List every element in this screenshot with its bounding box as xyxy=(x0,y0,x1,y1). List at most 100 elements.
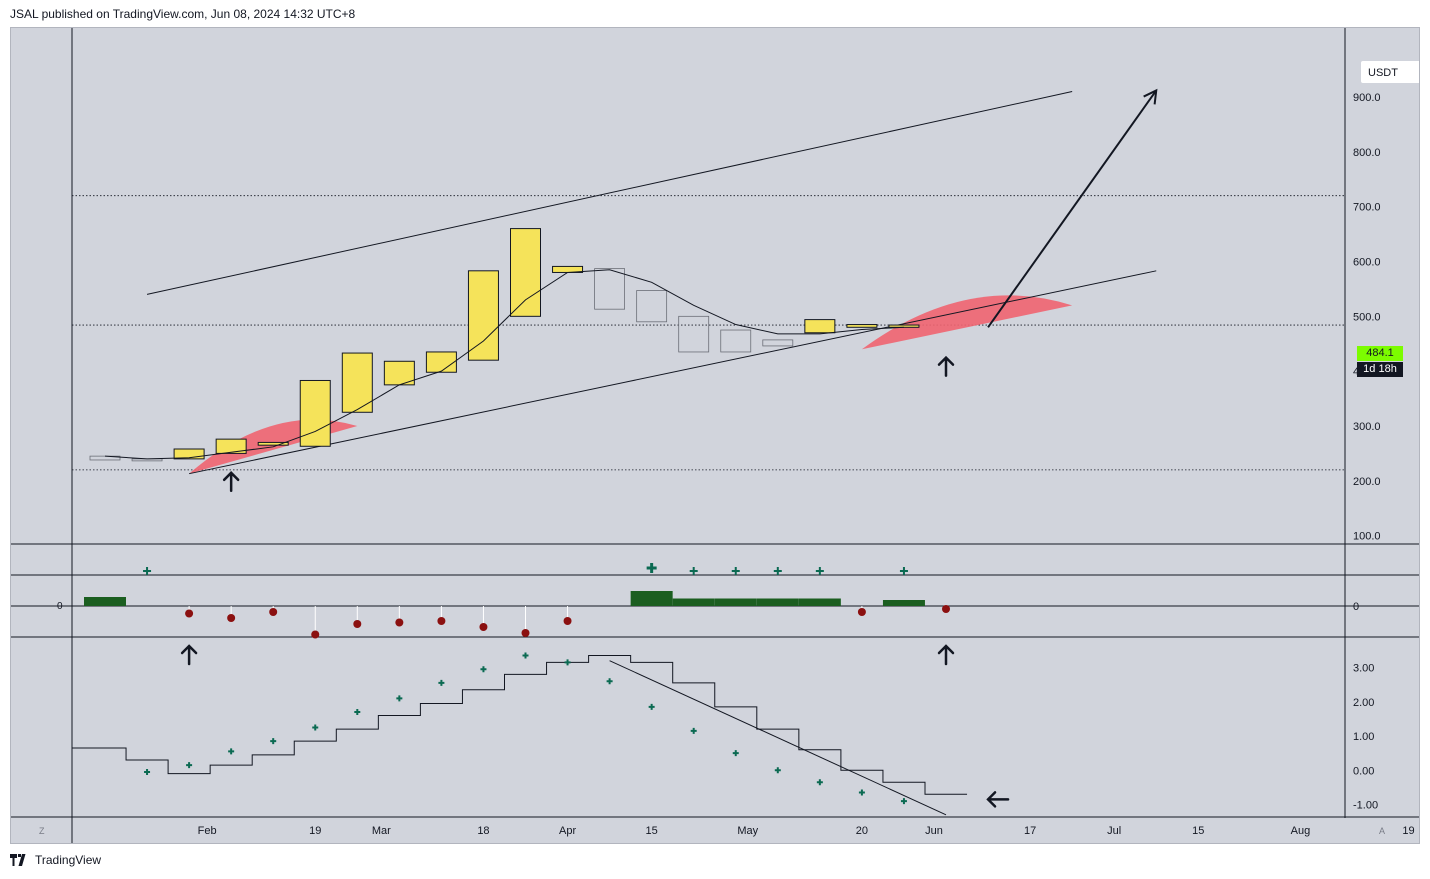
osc-red-dot xyxy=(521,629,530,637)
osc-red-dot xyxy=(437,617,446,625)
time-axis-label: Aug xyxy=(1291,825,1311,837)
price-tick-label: 600.0 xyxy=(1353,256,1381,268)
auto-scale-button[interactable]: A xyxy=(1379,826,1386,836)
candle-up xyxy=(888,324,920,328)
osc-histogram-bar xyxy=(882,600,925,606)
step-plus-marker xyxy=(270,738,277,745)
step-plus-marker xyxy=(480,666,487,673)
tradingview-logo-icon xyxy=(10,854,26,866)
price-tick-label: 800.0 xyxy=(1353,147,1381,159)
time-axis-label: 19 xyxy=(1402,825,1414,837)
osc-plus-marker xyxy=(646,563,657,573)
step-tick-label: 3.00 xyxy=(1353,663,1374,675)
projection-arrow-head xyxy=(1143,88,1158,105)
chart-frame[interactable]: 900.0800.0700.0600.0500.0400.0300.0200.0… xyxy=(10,27,1420,844)
time-axis-label: Apr xyxy=(559,825,576,837)
osc-left-label: 0 xyxy=(57,601,63,612)
time-axis-label: Feb xyxy=(198,825,217,837)
currency-selector[interactable]: USDT xyxy=(1360,60,1419,84)
price-tick-label: 300.0 xyxy=(1353,421,1381,433)
step-plus-marker xyxy=(690,727,697,734)
step-plus-marker xyxy=(648,703,655,710)
osc-red-dot xyxy=(395,618,404,627)
candle-down xyxy=(594,268,625,310)
tradingview-logo[interactable]: TradingView xyxy=(10,853,101,867)
scale-z-button[interactable]: Z xyxy=(39,826,45,836)
step-plus-marker xyxy=(858,789,865,796)
chart-canvas[interactable]: 900.0800.0700.0600.0500.0400.0300.0200.0… xyxy=(11,28,1419,843)
channel-lower xyxy=(188,270,1157,475)
price-tick-label: 200.0 xyxy=(1353,476,1381,488)
step-plus-marker xyxy=(228,748,235,755)
osc-red-dot xyxy=(942,605,950,613)
step-plus-marker xyxy=(522,652,529,659)
time-axis-label: Jun xyxy=(925,825,943,837)
price-tick-label: 500.0 xyxy=(1353,311,1381,323)
up-arrow-price-0 xyxy=(222,471,240,493)
osc-tick-label: 0 xyxy=(1353,601,1359,613)
step-plus-marker xyxy=(816,779,823,786)
step-plus-marker xyxy=(144,768,151,775)
price-tick-label: 700.0 xyxy=(1353,202,1381,214)
candle-up xyxy=(257,441,289,446)
osc-red-dot xyxy=(185,609,194,618)
candle-down xyxy=(678,315,710,353)
osc-red-dot xyxy=(311,630,320,639)
osc-red-dot xyxy=(479,623,488,631)
time-axis-label: 15 xyxy=(1192,825,1204,837)
osc-red-dot xyxy=(227,614,236,622)
step-line xyxy=(72,655,968,795)
last-price-label: 484.1 xyxy=(1357,346,1403,361)
osc-red-dot xyxy=(857,608,866,616)
candle-up xyxy=(425,351,457,373)
osc-plus-marker xyxy=(899,567,908,575)
step-tick-label: 1.00 xyxy=(1353,731,1374,743)
step-plus-marker xyxy=(564,659,571,666)
step-plus-marker xyxy=(312,724,319,731)
step-plus-marker xyxy=(732,750,739,757)
price-tick-label: 100.0 xyxy=(1353,531,1381,543)
osc-red-dot xyxy=(353,620,362,628)
candle-down xyxy=(762,339,794,347)
candle-down xyxy=(636,290,668,323)
candle-up xyxy=(804,319,836,334)
osc-plus-marker xyxy=(773,567,782,575)
time-axis-label: Jul xyxy=(1107,825,1121,837)
step-plus-marker xyxy=(438,679,445,686)
candle-up xyxy=(846,324,878,328)
osc-histogram-bar xyxy=(714,598,757,606)
candle-up xyxy=(215,438,247,454)
channel-upper xyxy=(146,91,1073,295)
projection-arrow xyxy=(987,89,1158,328)
candle-up xyxy=(510,228,541,317)
time-axis-label: 19 xyxy=(309,825,321,837)
osc-plus-marker xyxy=(731,567,740,575)
osc-plus-marker xyxy=(143,567,152,575)
osc-plus-marker xyxy=(815,567,824,575)
candle-up xyxy=(173,448,205,460)
step-plus-marker xyxy=(774,767,781,774)
osc-red-dot xyxy=(269,608,278,616)
left-arrow-step xyxy=(986,791,1010,808)
time-axis-label: May xyxy=(737,825,758,837)
step-plus-marker xyxy=(900,798,907,805)
arc-zone-1 xyxy=(861,295,1073,350)
time-axis-label: 15 xyxy=(646,825,658,837)
step-trendline xyxy=(609,660,947,816)
publisher-line: JSAL published on TradingView.com, Jun 0… xyxy=(10,7,356,21)
tradingview-brand: TradingView xyxy=(35,853,102,867)
up-arrow-osc-1 xyxy=(937,644,955,666)
step-plus-marker xyxy=(354,709,361,716)
price-tick-label: 900.0 xyxy=(1353,92,1381,104)
candle-up xyxy=(299,379,331,447)
osc-histogram-bar xyxy=(672,598,715,606)
bar-countdown-label: 1d 18h xyxy=(1357,362,1403,377)
osc-histogram-bar xyxy=(84,597,126,606)
osc-histogram-bar xyxy=(798,598,841,606)
osc-histogram-bar xyxy=(630,591,673,606)
step-tick-label: 0.00 xyxy=(1353,765,1374,777)
up-arrow-price-1 xyxy=(937,355,955,377)
osc-histogram-bar xyxy=(756,598,799,606)
time-axis-label: 20 xyxy=(856,825,868,837)
time-axis-label: Mar xyxy=(372,825,391,837)
